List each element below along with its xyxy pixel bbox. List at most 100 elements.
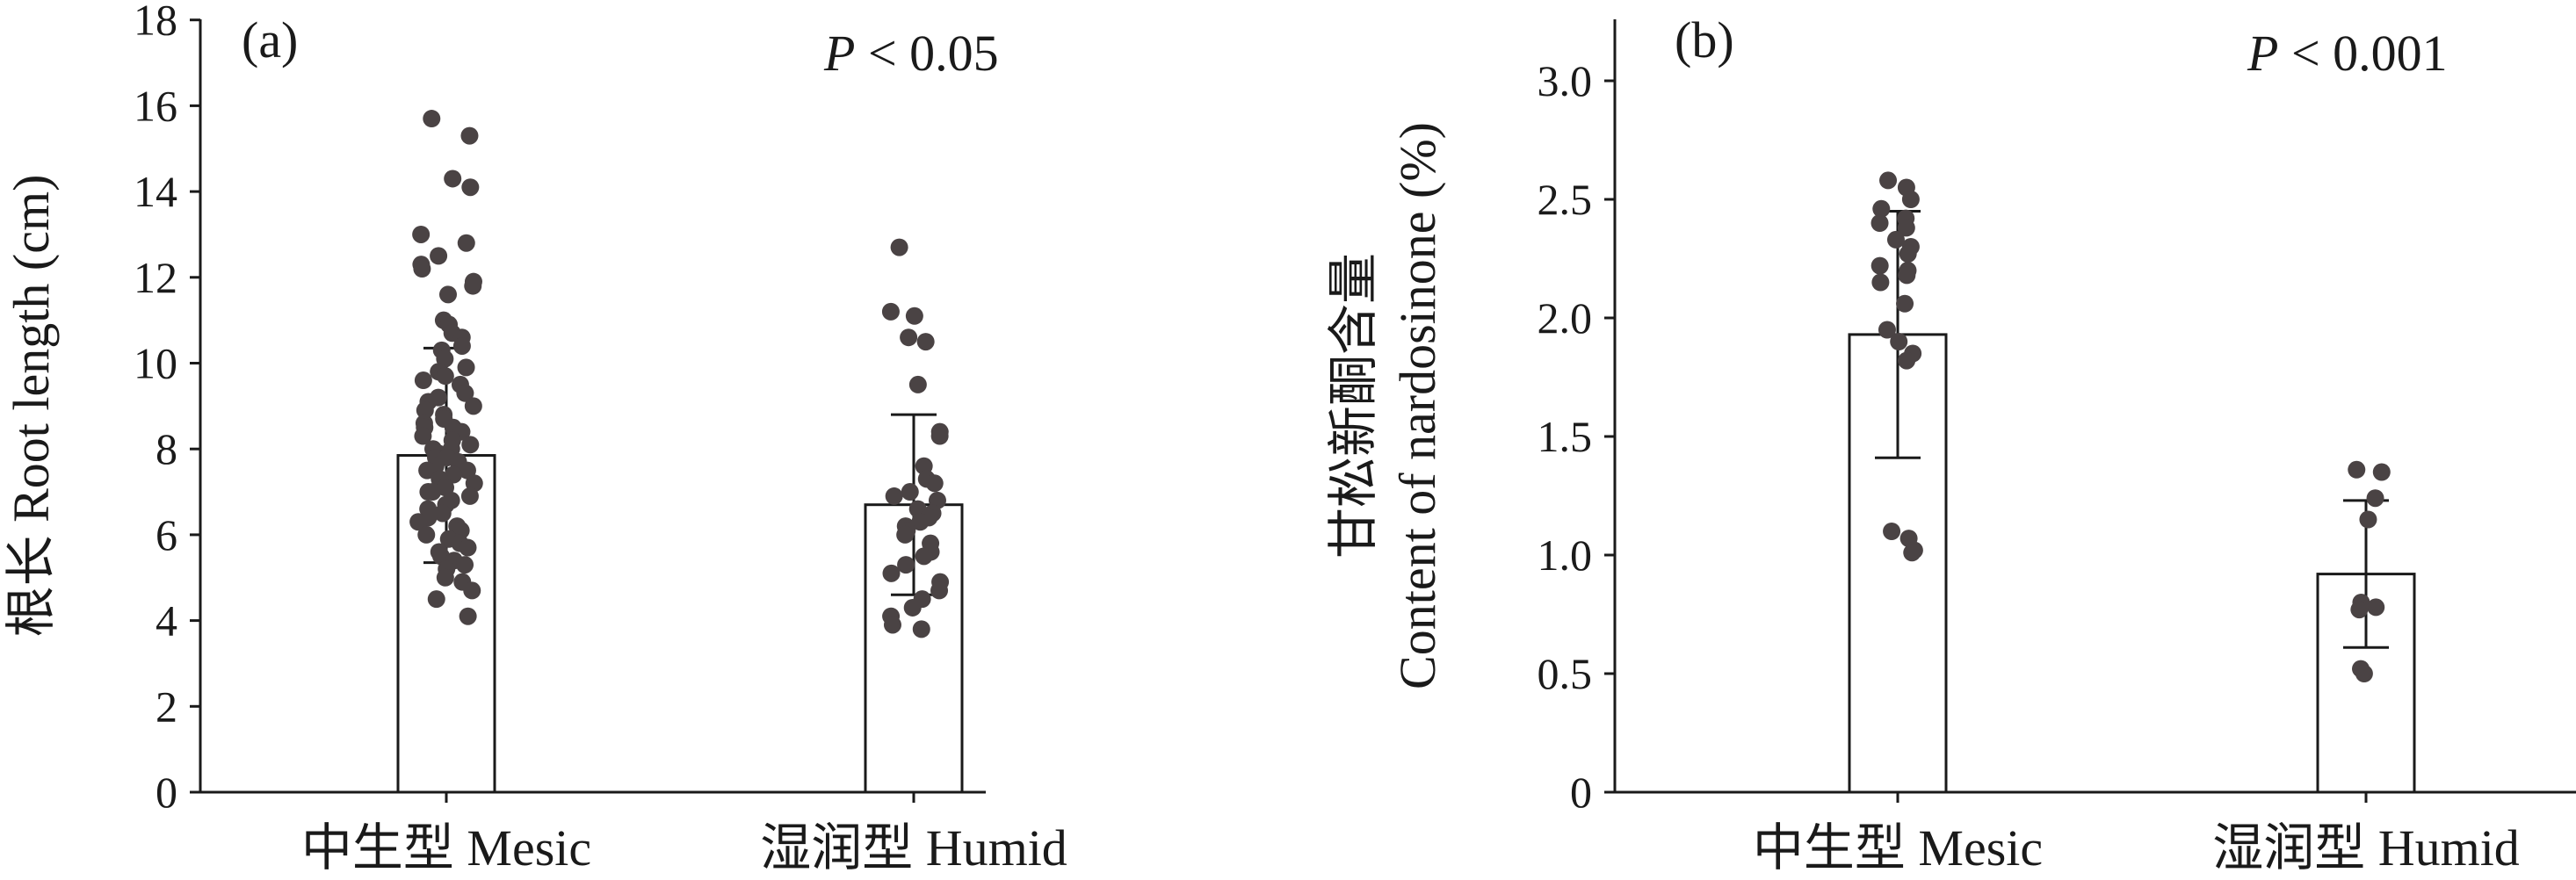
data-point: [464, 277, 482, 295]
data-point: [905, 307, 923, 325]
data-point: [464, 397, 482, 415]
data-point: [1872, 199, 1891, 218]
data-point: [2367, 598, 2385, 617]
panel-b-nardosinone: 0 0.5 1.0 1.5 2.0 2.5 3.0 (b) P < 0.001 中生型 Me…: [1325, 11, 2576, 876]
data-point: [1898, 351, 1916, 370]
data-point: [414, 371, 432, 390]
panel-a-root-length: 0 2 4 6 8 10 12 14 16 18 (a) P < 0.05 中生型 Mesic 湿…: [3, 0, 1067, 876]
y-tick-label: 4: [156, 596, 177, 646]
data-point: [2348, 460, 2366, 479]
data-point: [1890, 333, 1908, 350]
data-point: [925, 474, 944, 493]
category-label-humid: 湿润型 Humid: [2212, 819, 2520, 876]
data-point: [452, 522, 470, 540]
data-point: [460, 487, 479, 505]
data-point: [1886, 230, 1905, 249]
category-label-mesic: 中生型 Mesic: [1753, 819, 2043, 876]
data-point: [882, 564, 901, 582]
data-point: [457, 234, 475, 252]
data-point: [885, 487, 903, 505]
data-point: [896, 525, 915, 544]
y-tick-label: 18: [134, 0, 177, 45]
data-point: [461, 436, 480, 454]
data-point: [459, 607, 477, 625]
data-point: [911, 513, 930, 531]
data-point: [881, 302, 900, 321]
data-point: [1896, 294, 1914, 313]
data-point: [915, 547, 933, 566]
data-point: [427, 590, 445, 609]
data-point: [456, 556, 474, 574]
data-point: [436, 568, 454, 587]
data-point: [1883, 523, 1901, 540]
data-point: [2359, 510, 2377, 529]
y-axis-title-line2: Content of nardosinone (%): [1389, 122, 1446, 689]
p-symbol: P: [823, 25, 855, 82]
y-tick-label: 14: [134, 167, 177, 216]
panel-label: (a): [242, 11, 298, 69]
data-point: [461, 178, 480, 197]
data-point: [1901, 191, 1920, 208]
data-point: [883, 616, 901, 634]
bars: [1848, 333, 2416, 794]
data-point: [1898, 266, 1916, 285]
y-tick-label: 16: [134, 81, 177, 130]
x-ticks: [1896, 792, 2368, 803]
data-point: [418, 461, 437, 480]
data-point: [2350, 601, 2369, 619]
y-ticks: 0 0.5 1.0 1.5 2.0 2.5 3.0: [1538, 56, 1615, 817]
y-tick-label: 8: [156, 424, 177, 473]
p-value-annotation: P < 0.05: [823, 25, 999, 82]
data-point: [445, 465, 463, 484]
p-threshold: < 0.05: [855, 25, 998, 82]
data-point: [457, 358, 475, 377]
p-symbol: P: [2247, 25, 2278, 82]
y-tick-label: 6: [156, 510, 177, 559]
data-point: [903, 598, 922, 617]
y-tick-label: 0: [156, 768, 177, 817]
data-point: [459, 538, 477, 557]
y-tick-label: 10: [134, 339, 177, 388]
data-point: [439, 285, 458, 304]
data-point: [908, 375, 927, 393]
data-point: [409, 513, 428, 531]
error-bars: [1875, 210, 2389, 649]
data-point: [460, 126, 479, 145]
category-label-mesic: 中生型 Mesic: [301, 819, 591, 876]
p-threshold: < 0.001: [2278, 25, 2447, 82]
data-point: [430, 247, 448, 265]
p-value-annotation: P < 0.001: [2247, 25, 2448, 82]
data-point: [900, 328, 918, 347]
data-point: [901, 483, 919, 501]
y-tick-label: 3.0: [1538, 56, 1593, 105]
data-point: [436, 367, 454, 386]
data-point: [1879, 171, 1898, 190]
x-ticks: [445, 792, 915, 803]
data-point: [2366, 489, 2384, 508]
data-point: [452, 336, 471, 355]
data-point: [930, 581, 949, 600]
data-point: [444, 170, 462, 188]
data-point: [433, 504, 452, 523]
bars: [396, 454, 964, 794]
category-label-humid: 湿润型 Humid: [760, 819, 1067, 876]
data-point: [1878, 321, 1896, 339]
data-points: [1870, 171, 2391, 682]
y-tick-label: 1.0: [1538, 530, 1593, 580]
data-point: [463, 581, 481, 600]
data-point: [2355, 665, 2373, 682]
data-point: [890, 238, 908, 256]
data-point: [417, 525, 436, 544]
data-point: [897, 556, 915, 574]
data-point: [2372, 463, 2391, 481]
y-tick-label: 12: [134, 253, 177, 302]
y-ticks: 0 2 4 6 8 10 12 14 16 18: [134, 0, 200, 817]
data-point: [1870, 214, 1889, 232]
data-point: [1897, 219, 1915, 237]
data-point: [412, 225, 431, 243]
data-point: [416, 401, 434, 420]
data-point: [912, 620, 930, 638]
y-tick-label: 0.5: [1538, 649, 1593, 698]
y-tick-label: 2.0: [1538, 293, 1593, 343]
